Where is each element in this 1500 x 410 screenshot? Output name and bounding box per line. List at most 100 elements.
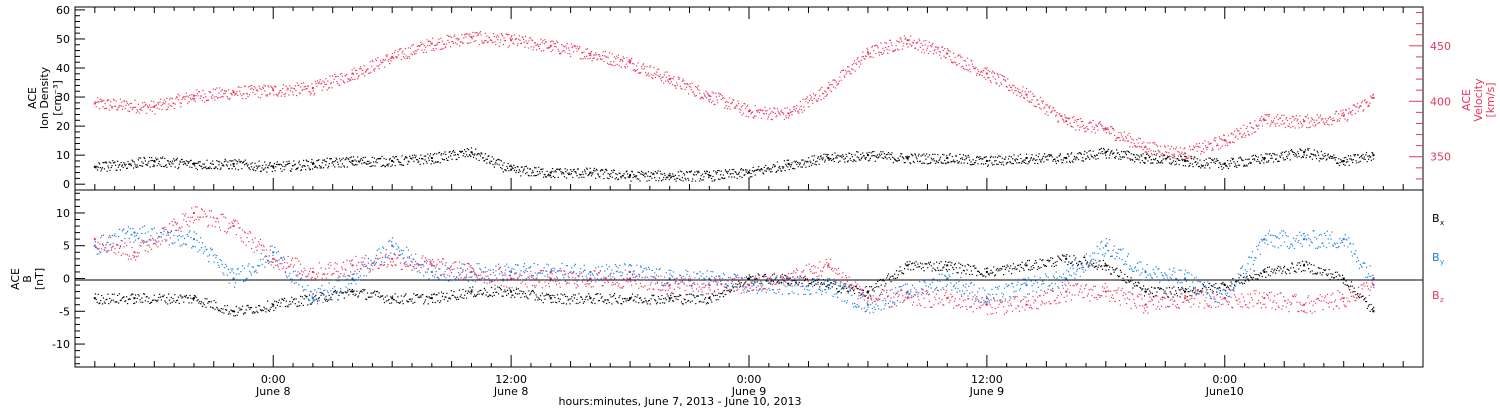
- dot: [572, 176, 574, 179]
- dot: [1120, 151, 1123, 153]
- dot: [128, 163, 131, 165]
- dot: [1126, 140, 1128, 142]
- dot: [622, 60, 624, 62]
- dot: [318, 159, 320, 161]
- dot: [1122, 139, 1124, 141]
- dot: [589, 167, 591, 169]
- dot: [488, 37, 491, 39]
- dot: [300, 86, 302, 88]
- dot: [1132, 146, 1134, 148]
- dot: [999, 73, 1001, 76]
- dot: [865, 285, 867, 288]
- dot: [363, 162, 365, 164]
- dot: [1200, 150, 1202, 153]
- dot: [815, 99, 817, 101]
- dot: [151, 110, 153, 112]
- dot: [821, 159, 824, 161]
- dot: [182, 161, 184, 163]
- dot: [234, 159, 236, 161]
- dot: [393, 52, 396, 54]
- dot: [169, 160, 171, 163]
- dot: [248, 167, 251, 169]
- dot: [409, 157, 412, 159]
- dot: [744, 169, 747, 171]
- dot: [524, 173, 527, 175]
- dot: [302, 165, 304, 167]
- dot: [687, 84, 689, 86]
- dot: [166, 296, 168, 299]
- dot: [1326, 120, 1328, 122]
- dot: [664, 174, 666, 176]
- dot: [481, 153, 483, 155]
- dot: [124, 165, 126, 167]
- dot: [1239, 132, 1241, 135]
- dot: [734, 106, 736, 108]
- dot: [850, 159, 852, 162]
- dot: [642, 174, 645, 176]
- dot: [241, 162, 244, 164]
- dot: [96, 301, 98, 303]
- dot: [1086, 128, 1089, 130]
- dot: [1229, 142, 1232, 144]
- dot: [481, 42, 484, 44]
- dot: [1063, 121, 1065, 123]
- dot: [672, 78, 674, 80]
- dot: [1091, 155, 1094, 158]
- dot: [1200, 164, 1202, 166]
- dot: [1304, 149, 1307, 151]
- dot: [1277, 118, 1279, 121]
- dot: [258, 160, 260, 162]
- dot: [1094, 132, 1096, 134]
- dot: [1091, 156, 1093, 158]
- dot: [887, 46, 890, 48]
- dot: [353, 67, 355, 69]
- dot: [534, 167, 536, 169]
- dot: [1021, 90, 1023, 92]
- dot: [853, 159, 855, 161]
- dot: [1074, 119, 1076, 121]
- dot: [817, 98, 819, 100]
- dot: [378, 68, 380, 70]
- dot: [506, 33, 508, 35]
- dot: [1133, 142, 1135, 145]
- dot: [674, 85, 677, 87]
- dot: [937, 48, 939, 50]
- dot: [625, 171, 627, 173]
- dot: [339, 73, 341, 75]
- dot: [1307, 149, 1309, 151]
- dot: [117, 109, 119, 111]
- dot: [767, 167, 770, 169]
- dot: [251, 162, 253, 164]
- dot: [856, 156, 858, 158]
- dot: [297, 84, 299, 87]
- dot: [1012, 162, 1014, 165]
- dot: [983, 156, 985, 159]
- dot: [616, 173, 618, 176]
- dot: [1055, 162, 1057, 165]
- dot: [341, 292, 344, 294]
- dot: [261, 309, 263, 311]
- dot: [203, 101, 205, 103]
- dot: [146, 164, 149, 166]
- dot: [1313, 154, 1315, 156]
- dot: [1304, 150, 1306, 153]
- dot: [494, 163, 496, 165]
- dot: [502, 295, 504, 297]
- density-tick-label: 0: [63, 178, 70, 191]
- dot: [471, 289, 473, 291]
- dot: [351, 69, 353, 71]
- dot: [258, 85, 260, 87]
- dot: [858, 157, 860, 159]
- dot: [928, 162, 930, 165]
- dot: [730, 289, 733, 291]
- dot: [244, 312, 246, 314]
- dot: [403, 158, 405, 161]
- dot: [1247, 133, 1250, 135]
- dot: [1048, 107, 1051, 109]
- dot: [497, 158, 499, 161]
- dot: [223, 165, 225, 167]
- dot: [685, 302, 687, 304]
- dot: [1331, 123, 1333, 126]
- dot: [262, 169, 264, 171]
